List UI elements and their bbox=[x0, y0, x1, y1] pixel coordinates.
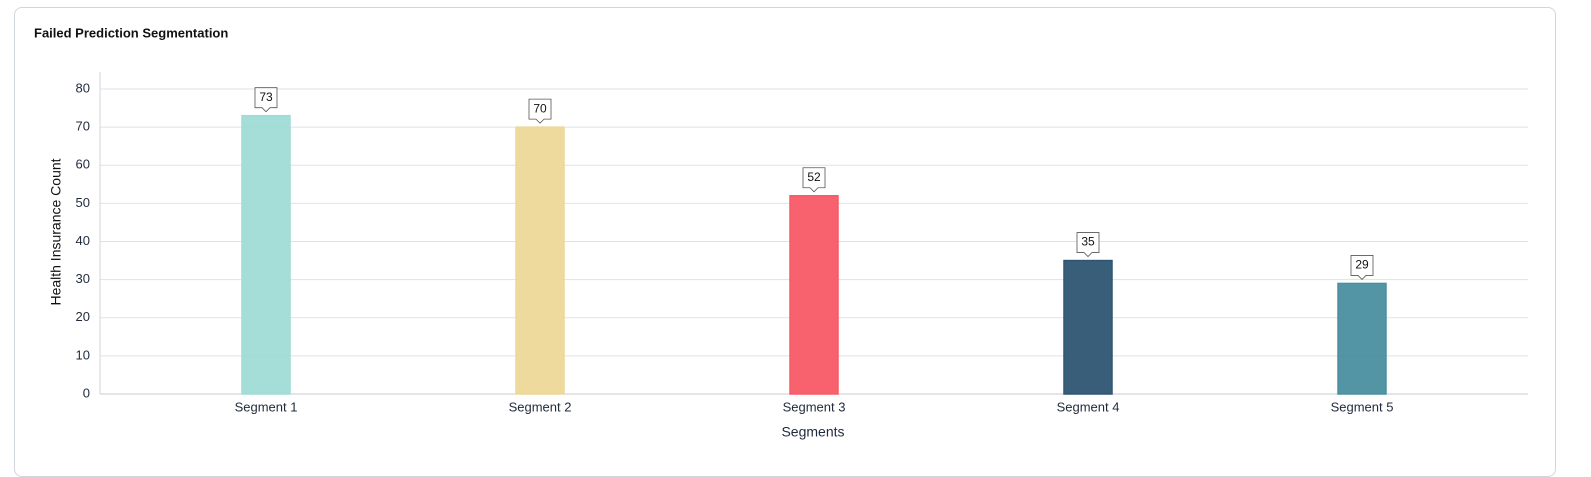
value-label-box bbox=[1350, 255, 1374, 281]
x-tick-label: Segment 1 bbox=[235, 399, 298, 414]
bar bbox=[789, 195, 839, 395]
bar bbox=[1063, 259, 1113, 395]
x-tick-label: Segment 2 bbox=[509, 399, 572, 414]
x-tick-label: Segment 4 bbox=[1057, 399, 1120, 414]
y-tick-label: 40 bbox=[76, 233, 90, 248]
y-tick-label: 70 bbox=[76, 119, 90, 134]
bar bbox=[515, 126, 565, 395]
value-label-box bbox=[528, 98, 552, 124]
x-tick-label: Segment 3 bbox=[783, 399, 846, 414]
value-label-box bbox=[254, 87, 278, 113]
y-tick-label: 30 bbox=[76, 271, 90, 286]
y-tick-label: 80 bbox=[76, 80, 90, 95]
chart: Failed Prediction Segmentation Segments … bbox=[34, 25, 1528, 440]
value-label: 73 bbox=[259, 90, 273, 104]
y-tick-label: 0 bbox=[83, 385, 90, 400]
y-tick-label: 60 bbox=[76, 157, 90, 172]
value-label: 70 bbox=[533, 101, 547, 115]
bar bbox=[241, 114, 291, 395]
chart-title: Failed Prediction Segmentation bbox=[34, 25, 228, 40]
y-tick-label: 50 bbox=[76, 195, 90, 210]
value-label: 52 bbox=[807, 170, 821, 184]
value-label-box bbox=[802, 167, 826, 193]
value-label: 29 bbox=[1355, 258, 1369, 272]
x-tick-label: Segment 5 bbox=[1331, 399, 1394, 414]
y-axis-title: Health Insurance Count bbox=[48, 158, 64, 305]
y-tick-label: 10 bbox=[76, 347, 90, 362]
page: Failed Prediction Segmentation Segments … bbox=[14, 7, 1556, 477]
bar bbox=[1337, 282, 1387, 395]
value-label-box bbox=[1076, 232, 1100, 258]
value-label: 35 bbox=[1081, 235, 1095, 249]
x-axis-title: Segments bbox=[781, 424, 844, 440]
y-tick-label: 20 bbox=[76, 309, 90, 324]
